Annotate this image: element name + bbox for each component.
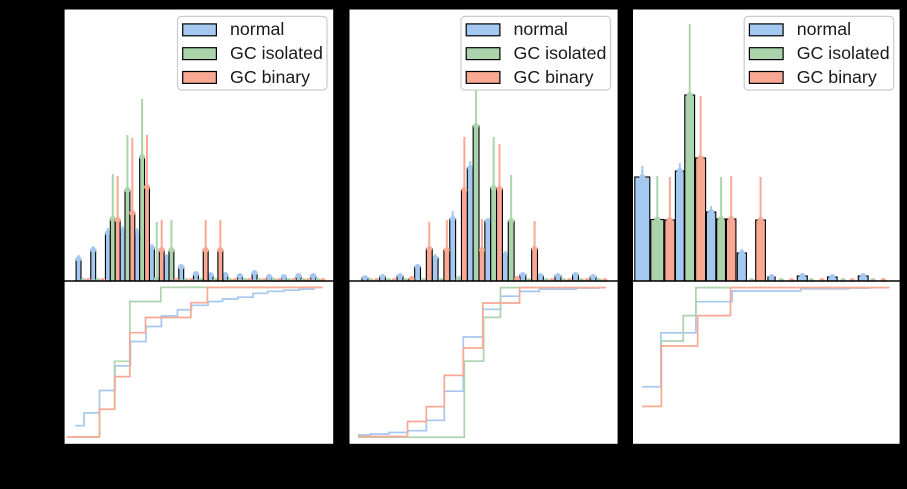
svg-text:GC binary: GC binary	[514, 67, 594, 87]
svg-text:GC binary: GC binary	[230, 67, 310, 87]
svg-text:normal: normal	[230, 19, 284, 39]
svg-text:normal: normal	[514, 19, 568, 39]
svg-text:GC binary: GC binary	[797, 67, 877, 87]
svg-text:GC isolated: GC isolated	[514, 43, 607, 63]
svg-text:GC isolated: GC isolated	[230, 43, 323, 63]
svg-text:normal: normal	[797, 19, 851, 39]
svg-text:GC isolated: GC isolated	[797, 43, 890, 63]
